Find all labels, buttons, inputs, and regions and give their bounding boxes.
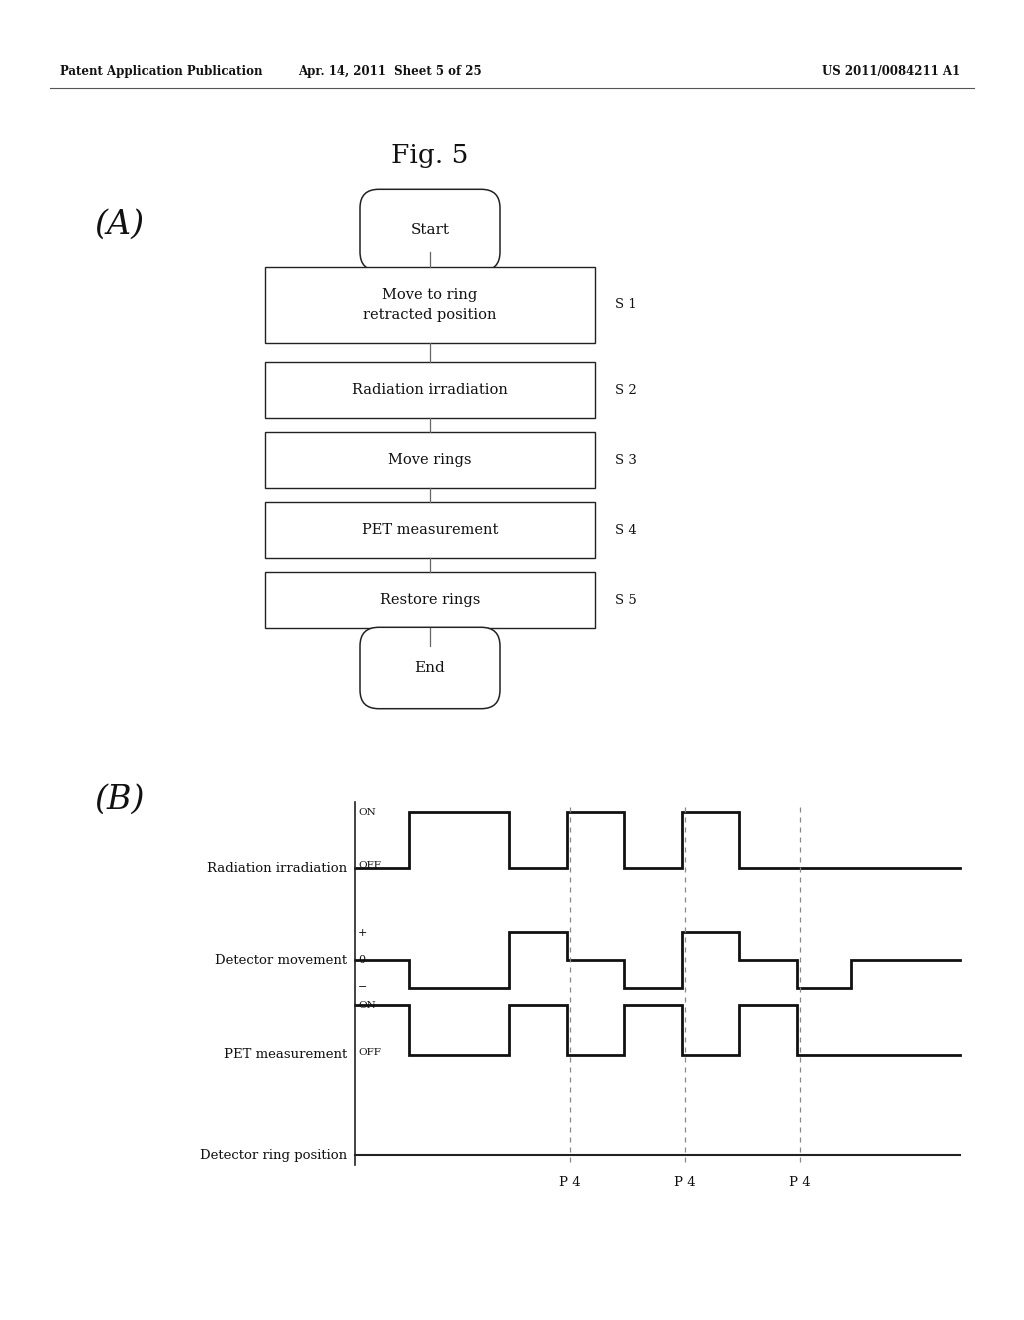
Text: Apr. 14, 2011  Sheet 5 of 25: Apr. 14, 2011 Sheet 5 of 25 — [298, 66, 482, 78]
Text: End: End — [415, 661, 445, 675]
Text: Radiation irradiation: Radiation irradiation — [352, 383, 508, 397]
Text: +: + — [358, 928, 368, 939]
Text: PET measurement: PET measurement — [224, 1048, 347, 1061]
Text: S 2: S 2 — [615, 384, 637, 396]
Bar — [265, 267, 595, 343]
Text: S 4: S 4 — [615, 524, 637, 536]
Text: P 4: P 4 — [674, 1176, 695, 1189]
Text: (A): (A) — [95, 209, 145, 242]
Text: P 4: P 4 — [559, 1176, 581, 1189]
Text: Start: Start — [411, 223, 450, 238]
Text: ON: ON — [358, 808, 376, 817]
Bar — [265, 572, 595, 628]
Text: OFF: OFF — [358, 861, 381, 870]
Text: ON: ON — [358, 1001, 376, 1010]
Bar — [265, 432, 595, 488]
Text: OFF: OFF — [358, 1048, 381, 1057]
Text: Fig. 5: Fig. 5 — [391, 143, 469, 168]
Text: P 4: P 4 — [788, 1176, 810, 1189]
Text: Detector ring position: Detector ring position — [200, 1148, 347, 1162]
FancyBboxPatch shape — [360, 627, 500, 709]
Text: Detector movement: Detector movement — [215, 953, 347, 966]
Text: 0: 0 — [358, 954, 366, 965]
Text: (B): (B) — [95, 784, 145, 816]
Text: PET measurement: PET measurement — [361, 523, 499, 537]
Text: S 5: S 5 — [615, 594, 637, 606]
Text: Restore rings: Restore rings — [380, 593, 480, 607]
Text: S 3: S 3 — [615, 454, 637, 466]
Text: Move rings: Move rings — [388, 453, 472, 467]
Text: Patent Application Publication: Patent Application Publication — [60, 66, 262, 78]
Text: −: − — [358, 982, 368, 993]
Text: Radiation irradiation: Radiation irradiation — [207, 862, 347, 874]
Text: Move to ring
retracted position: Move to ring retracted position — [364, 288, 497, 322]
Text: S 1: S 1 — [615, 298, 637, 312]
Bar — [265, 502, 595, 558]
Bar — [265, 362, 595, 418]
Text: US 2011/0084211 A1: US 2011/0084211 A1 — [822, 66, 961, 78]
FancyBboxPatch shape — [360, 189, 500, 271]
